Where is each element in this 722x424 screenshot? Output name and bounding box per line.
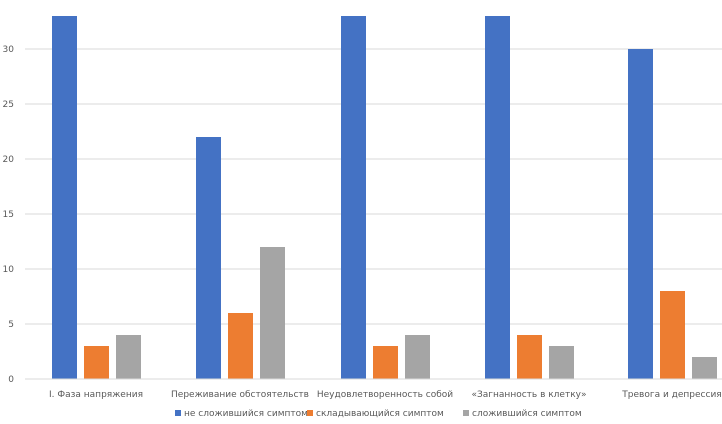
legend-label-2: складывающийся симптом	[316, 409, 444, 419]
bar-1-1	[52, 16, 77, 379]
bar-1-2	[196, 137, 221, 379]
x-category-label: Переживание обстоятельств	[171, 390, 309, 400]
bar-2-3	[373, 346, 398, 379]
bar-3-4	[549, 346, 574, 379]
x-category-label: «Загнанность в клетку»	[472, 390, 587, 400]
bars	[52, 16, 717, 379]
legend-label-3: сложившийся симптом	[472, 409, 582, 419]
legend-label-1: не сложившийся симптом	[184, 409, 308, 419]
y-tick-label: 15	[3, 210, 14, 220]
bar-3-2	[260, 247, 285, 379]
bar-2-2	[228, 313, 253, 379]
bar-1-4	[485, 16, 510, 379]
x-axis-labels: I. Фаза напряжения Переживание обстоятель…	[49, 390, 722, 400]
x-category-label: Неудовлетворенность собой	[317, 390, 453, 400]
legend-swatch-1	[175, 410, 181, 416]
y-tick-label: 30	[3, 45, 15, 55]
y-tick-label: 10	[3, 265, 15, 275]
bar-1-5	[628, 49, 653, 379]
bar-2-4	[517, 335, 542, 379]
legend: не сложившийся симптом складывающийся сим…	[175, 409, 582, 419]
y-axis-ticks: 0 5 10 15 20 25 30	[3, 45, 15, 385]
legend-swatch-3	[463, 410, 469, 416]
bar-1-3	[341, 16, 366, 379]
legend-swatch-2	[307, 410, 313, 416]
bar-3-5	[692, 357, 717, 379]
y-tick-label: 25	[3, 100, 14, 110]
bar-2-5	[660, 291, 685, 379]
x-category-label: I. Фаза напряжения	[49, 390, 143, 400]
y-tick-label: 0	[8, 375, 14, 385]
bar-3-3	[405, 335, 430, 379]
bar-3-1	[116, 335, 141, 379]
y-tick-label: 5	[8, 320, 14, 330]
gridlines	[25, 48, 722, 325]
bar-2-1	[84, 346, 109, 379]
y-tick-label: 20	[3, 155, 15, 165]
x-category-label: Тревога и депрессия	[621, 390, 721, 400]
